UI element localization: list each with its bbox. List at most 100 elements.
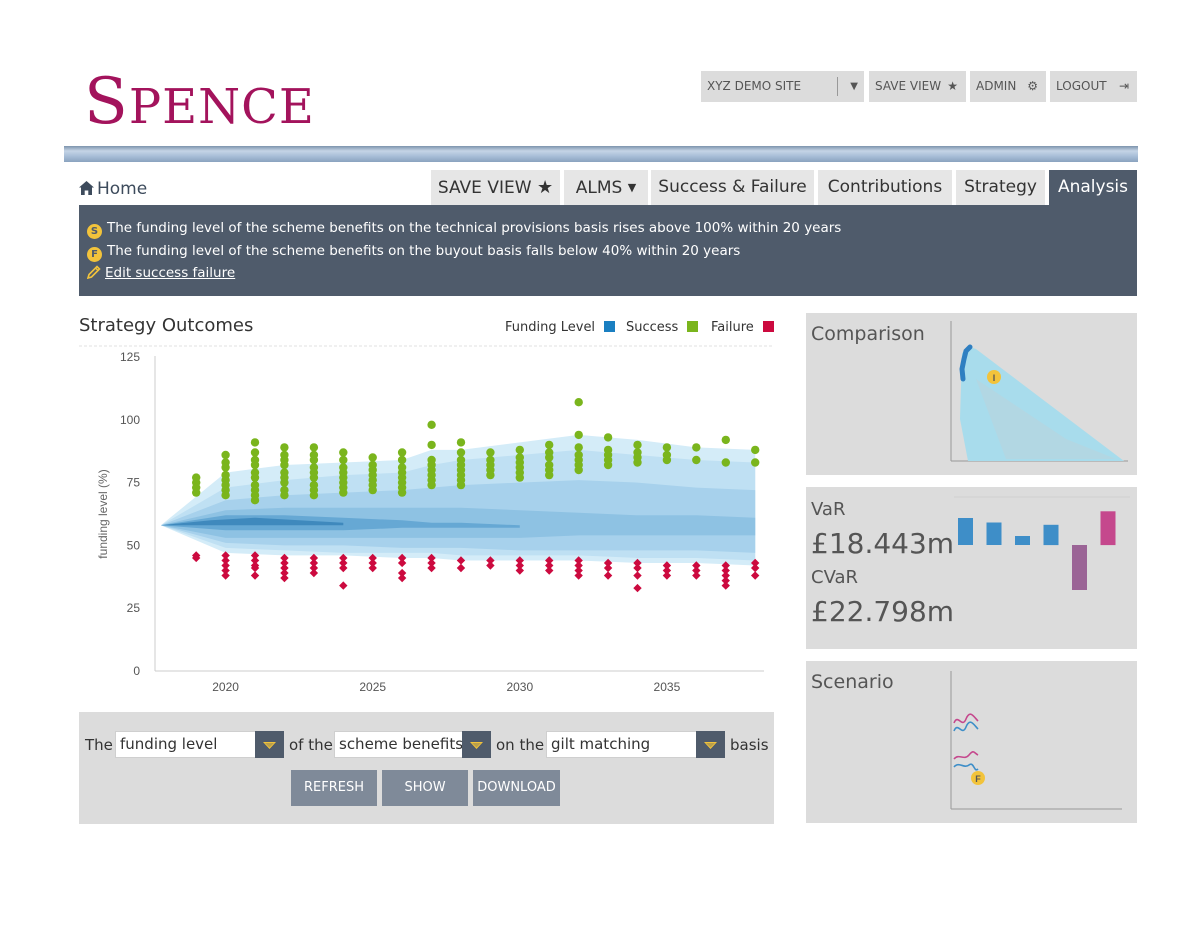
download-button[interactable]: DOWNLOAD: [473, 770, 560, 806]
comparison-frontier-shade: [976, 379, 1116, 459]
failure-point: [309, 568, 319, 578]
save-view-top-button[interactable]: SAVE VIEW ★: [869, 71, 966, 102]
show-button[interactable]: SHOW: [382, 770, 468, 806]
success-point: [427, 480, 436, 490]
success-point: [368, 485, 377, 495]
success-point: [692, 455, 701, 465]
failure-point: [250, 571, 260, 580]
comparison-marker-icon: [987, 370, 1001, 384]
success-point: [250, 473, 260, 482]
scenario-path-1: [953, 713, 979, 724]
edit-success-failure-row: Edit success failure: [86, 264, 236, 282]
comparison-panel[interactable]: Comparison I: [806, 313, 1137, 475]
funding-level-fan: [160, 434, 756, 566]
benefits-select[interactable]: scheme benefits: [334, 731, 491, 758]
failure-point: [633, 571, 642, 580]
y-tick-label: 75: [127, 476, 141, 490]
logout-label: LOGOUT: [1056, 79, 1107, 93]
risk-bar: [1015, 536, 1030, 545]
success-point: [574, 465, 583, 475]
success-point: [397, 455, 407, 465]
success-point: [397, 448, 407, 457]
refresh-button[interactable]: REFRESH: [291, 770, 377, 806]
failure-point: [633, 563, 642, 573]
legend-success: Success: [626, 320, 699, 335]
success-badge-icon: S: [87, 224, 102, 239]
success-point: [309, 473, 319, 482]
failure-criterion: F The funding level of the scheme benefit…: [87, 242, 740, 262]
basis-select-value: gilt matching: [551, 735, 651, 753]
failure-point: [603, 571, 613, 580]
failure-point: [368, 563, 377, 573]
success-point: [368, 453, 377, 462]
admin-button[interactable]: ADMIN ⚙: [970, 71, 1046, 102]
measure-select[interactable]: funding level: [115, 731, 284, 758]
benefits-select-value: scheme benefits: [339, 735, 464, 753]
success-point: [545, 453, 554, 462]
success-point: [280, 460, 289, 470]
y-tick-label: 25: [127, 601, 141, 615]
success-point: [751, 458, 760, 467]
tab-strategy[interactable]: Strategy: [956, 170, 1045, 205]
failure-point: [515, 566, 525, 575]
risk-panel[interactable]: VaR £18.443m CVaR £22.798m: [806, 487, 1137, 649]
legend-failure-swatch: [762, 321, 774, 332]
logout-button[interactable]: LOGOUT ⇥: [1050, 71, 1137, 102]
scenario-marker-label: F: [975, 774, 981, 784]
success-point: [309, 491, 319, 500]
success-point: [250, 438, 260, 447]
site-selector[interactable]: XYZ DEMO SITE ▼: [701, 71, 864, 102]
success-point: [486, 470, 495, 480]
success-point: [280, 443, 289, 452]
risk-bar: [1043, 524, 1059, 546]
failure-point: [397, 573, 407, 583]
success-point: [692, 443, 701, 452]
chart-controls: The funding level of the scheme benefits…: [79, 712, 774, 824]
legend-success-label: Success: [626, 320, 679, 335]
success-point: [280, 478, 289, 487]
failure-point: [221, 551, 230, 560]
failure-point: [662, 566, 672, 575]
y-tick-labels: 0 25 50 75 100 125: [120, 350, 140, 678]
tab-alms[interactable]: ALMS ▼: [564, 170, 648, 205]
fan-band-5: [160, 517, 344, 526]
x-tick-label: 2035: [654, 680, 681, 694]
home-link[interactable]: Home: [79, 178, 147, 200]
tab-analysis[interactable]: Analysis: [1049, 170, 1137, 205]
failure-point: [397, 568, 407, 578]
failure-point: [721, 576, 730, 585]
success-points: [192, 398, 760, 505]
controls-the-text: The: [85, 736, 113, 754]
tab-strategy-label: Strategy: [964, 177, 1037, 197]
scenario-path-4: [953, 763, 979, 771]
failure-point: [721, 566, 730, 575]
tab-alms-label: ALMS: [575, 178, 623, 198]
failure-badge-icon: F: [87, 247, 102, 262]
legend-funding-level-swatch: [604, 321, 616, 332]
risk-bar: [986, 522, 1002, 545]
site-separator: [837, 77, 838, 96]
basis-select[interactable]: gilt matching: [546, 731, 725, 758]
legend-funding-level-label: Funding Level: [505, 320, 596, 335]
benefits-select-dropdown-icon[interactable]: [462, 731, 491, 758]
strategy-outcomes-chart: 0 25 50 75 100 125 2020 2025 2030 2035 funding l…: [79, 345, 774, 694]
failure-point: [662, 571, 672, 580]
gear-icon: ⚙: [1027, 79, 1038, 93]
measure-select-dropdown-icon[interactable]: [255, 731, 284, 758]
tab-success-failure[interactable]: Success & Failure: [651, 170, 814, 205]
success-point: [427, 420, 436, 429]
tab-save-view[interactable]: SAVE VIEW ★: [431, 170, 560, 205]
tab-contributions[interactable]: Contributions: [818, 170, 952, 205]
success-point: [221, 450, 230, 460]
cvar-value: £22.798m: [811, 595, 955, 628]
success-point: [662, 455, 672, 465]
success-point: [545, 440, 554, 450]
caret-down-icon: ▼: [850, 81, 858, 92]
basis-select-dropdown-icon[interactable]: [696, 731, 725, 758]
tab-save-view-label: SAVE VIEW: [437, 178, 532, 198]
comparison-marker-label: I: [993, 373, 996, 383]
edit-success-failure-link[interactable]: Edit success failure: [105, 265, 236, 281]
scenario-panel[interactable]: Scenario F: [806, 661, 1137, 823]
failure-point: [750, 571, 760, 580]
success-point: [515, 473, 524, 482]
